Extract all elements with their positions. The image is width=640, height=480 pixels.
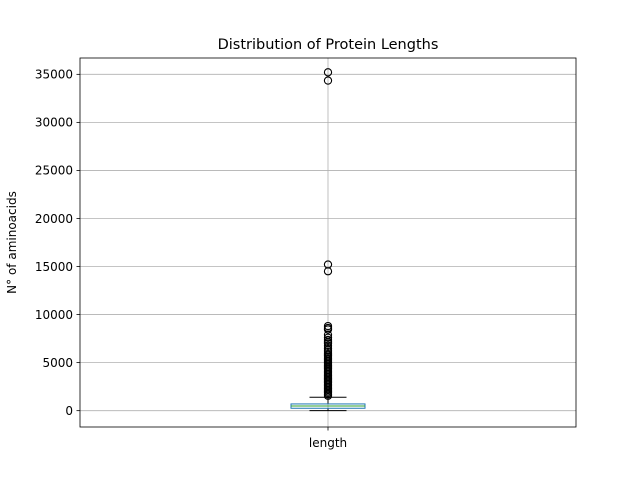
y-tick-label: 25000 <box>35 164 73 178</box>
boxplot <box>290 68 366 412</box>
outlier-point <box>323 76 333 85</box>
outlier-point <box>323 341 333 350</box>
chart-title: Distribution of Protein Lengths <box>218 37 439 53</box>
plot-frame <box>79 57 577 428</box>
y-tick-label: 30000 <box>35 116 73 130</box>
y-tick-label: 15000 <box>35 260 73 274</box>
y-tick-label: 10000 <box>35 308 73 322</box>
y-axis: 0 5000 10000 15000 20000 25000 30000 35000 <box>35 68 80 418</box>
grid-lines <box>80 58 576 427</box>
y-tick-label: 20000 <box>35 212 73 226</box>
y-axis-label: N° of aminoacids <box>5 191 19 294</box>
outlier-point <box>323 391 333 400</box>
outlier-point <box>323 267 333 276</box>
x-axis: length <box>309 427 347 450</box>
y-tick-label: 0 <box>65 404 73 418</box>
y-tick-label: 5000 <box>42 356 73 370</box>
outlier-point <box>323 333 333 342</box>
x-tick-label: length <box>309 436 347 450</box>
outlier-point <box>323 68 333 77</box>
y-tick-label: 35000 <box>35 68 73 82</box>
outlier-point <box>323 325 333 334</box>
